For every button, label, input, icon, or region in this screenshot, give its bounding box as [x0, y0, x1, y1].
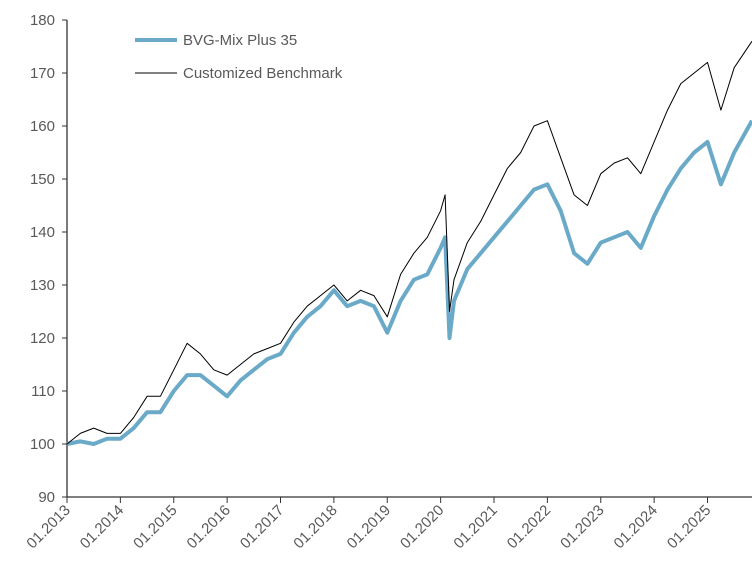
y-tick-label: 120	[30, 330, 55, 347]
y-tick-label: 150	[30, 171, 55, 188]
y-tick-label: 100	[30, 436, 55, 453]
legend-label: BVG-Mix Plus 35	[183, 32, 297, 49]
x-tick-label: 01.2021	[450, 502, 500, 552]
x-tick-label: 01.2025	[664, 502, 714, 552]
y-tick-label: 130	[30, 277, 55, 294]
x-tick-label: 01.2018	[290, 502, 340, 552]
x-tick-label: 01.2023	[557, 502, 607, 552]
x-tick-label: 01.2019	[344, 502, 394, 552]
x-tick-label: 01.2015	[130, 502, 180, 552]
x-tick-label: 01.2014	[77, 502, 127, 552]
x-tick-label: 01.2022	[504, 502, 554, 552]
y-tick-label: 170	[30, 65, 55, 82]
y-tick-label: 160	[30, 118, 55, 135]
x-tick-label: 01.2024	[611, 502, 661, 552]
y-tick-label: 140	[30, 224, 55, 241]
y-tick-label: 110	[31, 383, 55, 400]
series-line	[66, 40, 752, 445]
legend-label: Customized Benchmark	[183, 65, 343, 82]
x-tick-label: 01.2013	[23, 502, 73, 552]
y-tick-label: 90	[38, 489, 55, 506]
x-tick-label: 01.2016	[184, 502, 234, 552]
y-tick-label: 180	[30, 12, 55, 29]
x-tick-label: 01.2017	[237, 502, 287, 552]
x-tick-label: 01.2020	[397, 502, 447, 552]
series-line	[66, 119, 752, 446]
